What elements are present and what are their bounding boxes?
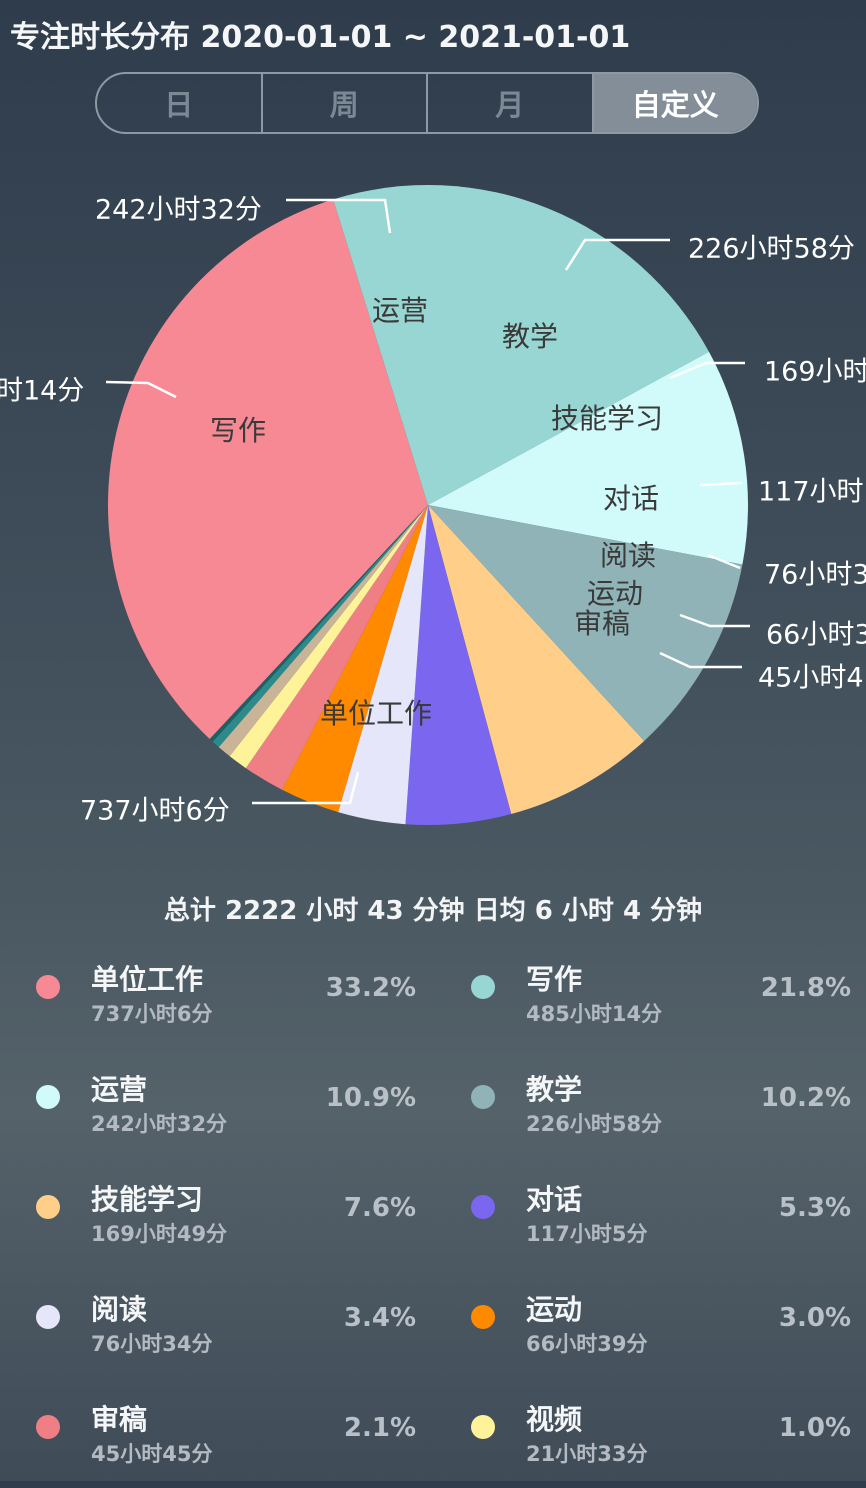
legend-label: 审稿 xyxy=(91,1403,148,1436)
legend-item: 单位工作 737小时6分 33.2% xyxy=(36,958,456,1048)
legend-item: 阅读 76小时34分 3.4% xyxy=(36,1288,456,1378)
legend-color-dot xyxy=(36,1415,60,1439)
slice-value-label: 169小时 xyxy=(764,357,866,388)
tab-day[interactable]: 日 xyxy=(97,74,263,132)
legend-percent: 2.1% xyxy=(343,1413,416,1443)
legend-color-dot xyxy=(36,975,60,999)
pie-slice xyxy=(333,185,709,505)
legend-color-dot xyxy=(471,1415,495,1439)
legend-label: 写作 xyxy=(526,963,583,996)
tab-week[interactable]: 周 xyxy=(263,74,428,132)
legend-item: 运营 242小时32分 10.9% xyxy=(36,1068,456,1158)
slice-value-label: 时14分 xyxy=(0,376,84,407)
slice-label: 写作 xyxy=(210,414,266,447)
leader-line xyxy=(286,198,392,234)
legend-item: 技能学习 169小时49分 7.6% xyxy=(36,1178,456,1268)
slice-value-label: 45小时4 xyxy=(758,663,864,694)
pie-slice xyxy=(107,199,428,740)
pie-slice xyxy=(218,505,428,757)
slice-label: 运营 xyxy=(372,294,428,327)
period-tab-bar: 日 周 月 自定义 xyxy=(95,72,759,134)
legend-label: 技能学习 xyxy=(91,1183,204,1216)
leader-line xyxy=(669,361,745,380)
legend-percent: 10.2% xyxy=(760,1083,851,1113)
legend-percent: 10.9% xyxy=(325,1083,416,1113)
slice-value-label: 226小时58分 xyxy=(688,234,855,265)
legend-percent: 5.3% xyxy=(778,1193,851,1223)
legend-color-dot xyxy=(36,1085,60,1109)
legend-percent: 21.8% xyxy=(760,973,851,1003)
legend-duration: 737小时6分 xyxy=(91,1002,213,1026)
slice-label: 运动 xyxy=(587,577,643,610)
legend-percent: 33.2% xyxy=(325,973,416,1003)
leader-line xyxy=(105,380,177,399)
legend-color-dot xyxy=(471,975,495,999)
pie-slice xyxy=(428,351,748,565)
legend-duration: 66小时39分 xyxy=(526,1332,648,1356)
legend-duration: 169小时49分 xyxy=(91,1222,228,1246)
legend-duration: 226小时58分 xyxy=(526,1112,663,1136)
tab-month[interactable]: 月 xyxy=(428,74,594,132)
slice-label: 审稿 xyxy=(574,607,630,640)
legend-label: 对话 xyxy=(526,1183,583,1216)
slice-label: 阅读 xyxy=(600,539,656,572)
legend-item: 视频 21小时33分 1.0% xyxy=(471,1398,866,1488)
slice-value-label: 117小时 xyxy=(758,477,864,508)
legend-item: 运动 66小时39分 3.0% xyxy=(471,1288,866,1378)
legend-duration: 485小时14分 xyxy=(526,1002,663,1026)
slice-value-label: 737小时6分 xyxy=(80,796,230,827)
slice-label: 教学 xyxy=(502,320,558,353)
pie-slice xyxy=(229,505,428,769)
legend-color-dot xyxy=(471,1195,495,1219)
pie-slice xyxy=(209,505,428,742)
legend-percent: 3.4% xyxy=(343,1303,416,1333)
pie-slice xyxy=(212,505,428,748)
legend-label: 阅读 xyxy=(91,1293,148,1326)
legend-color-dot xyxy=(36,1195,60,1219)
pie-slice xyxy=(428,505,645,814)
legend-item: 教学 226小时58分 10.2% xyxy=(471,1068,866,1158)
legend-label: 运动 xyxy=(526,1293,583,1326)
legend-item: 对话 117小时5分 5.3% xyxy=(471,1178,866,1268)
legend-percent: 1.0% xyxy=(778,1413,851,1443)
slice-value-label: 66小时3 xyxy=(766,620,866,651)
leader-line xyxy=(659,651,742,669)
page-title: 专注时长分布 2020-01-01 ~ 2021-01-01 xyxy=(10,20,631,55)
pie-slice xyxy=(405,505,512,826)
legend-label: 视频 xyxy=(526,1403,583,1436)
leader-line xyxy=(564,238,670,271)
leader-line xyxy=(252,771,360,805)
legend-duration: 76小时34分 xyxy=(91,1332,213,1356)
legend-duration: 21小时33分 xyxy=(526,1442,648,1466)
pie-slice xyxy=(428,505,743,741)
slice-value-label: 242小时32分 xyxy=(95,195,262,226)
legend-label: 运营 xyxy=(91,1073,148,1106)
pie-slice xyxy=(282,505,428,813)
slice-label: 单位工作 xyxy=(320,697,432,730)
slice-label: 对话 xyxy=(603,482,659,515)
pie-slice xyxy=(338,505,428,825)
slice-value-label: 76小时3 xyxy=(764,560,866,591)
legend-duration: 45小时45分 xyxy=(91,1442,213,1466)
legend-color-dot xyxy=(36,1305,60,1329)
legend-duration: 242小时32分 xyxy=(91,1112,228,1136)
legend-item: 写作 485小时14分 21.8% xyxy=(471,958,866,1048)
legend-duration: 117小时5分 xyxy=(526,1222,648,1246)
slice-label: 技能学习 xyxy=(551,402,663,435)
leader-line xyxy=(699,481,743,487)
pie-slice xyxy=(245,505,428,790)
tab-custom[interactable]: 自定义 xyxy=(593,74,757,132)
legend-percent: 3.0% xyxy=(778,1303,851,1333)
legend-item: 审稿 45小时45分 2.1% xyxy=(36,1398,456,1488)
leader-line xyxy=(679,613,750,628)
legend-color-dot xyxy=(471,1305,495,1329)
leader-line xyxy=(707,553,741,570)
legend-label: 单位工作 xyxy=(91,963,204,996)
legend-color-dot xyxy=(471,1085,495,1109)
legend-label: 教学 xyxy=(526,1073,583,1106)
total-summary: 总计 2222 小时 43 分钟 日均 6 小时 4 分钟 xyxy=(163,896,703,926)
legend-percent: 7.6% xyxy=(343,1193,416,1223)
